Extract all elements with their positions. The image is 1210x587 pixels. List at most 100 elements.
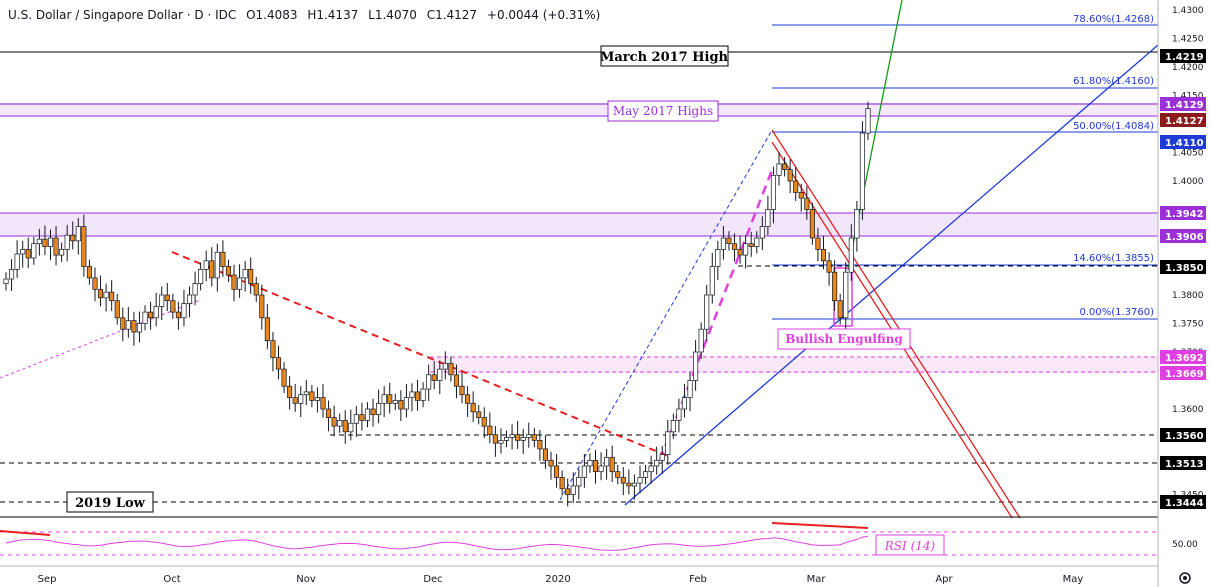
candle [843, 271, 849, 319]
candle [576, 477, 582, 487]
candle [515, 434, 521, 441]
candle [648, 465, 654, 473]
y-tick: 1.4150 [1172, 92, 1204, 102]
zone-1394-1390 [0, 213, 1158, 236]
candle [826, 260, 832, 273]
candle [637, 477, 643, 484]
price-level-tag [1160, 456, 1206, 470]
candle [676, 408, 682, 421]
candle [403, 397, 409, 410]
candle [359, 414, 365, 421]
candle [303, 391, 309, 396]
fib-label-78.6: 78.60%(1.4268) [1073, 14, 1154, 25]
candle [793, 180, 799, 193]
y-tick: 1.4250 [1172, 35, 1204, 45]
candle [665, 431, 671, 455]
candle [36, 238, 42, 245]
price-level-tag [1160, 135, 1206, 149]
price-level-label: 1.4110 [1165, 138, 1204, 149]
rsi-line [5, 535, 869, 551]
candles [3, 101, 871, 507]
candle [414, 391, 421, 401]
candle [181, 303, 187, 319]
candle [787, 169, 793, 182]
candle [225, 266, 232, 276]
candle [487, 425, 493, 436]
candle [426, 374, 432, 390]
rsi-divergence-1 [0, 530, 51, 536]
candle [453, 374, 460, 387]
candle [498, 440, 504, 444]
candle [175, 311, 181, 319]
candle [848, 237, 854, 273]
price-level-tag [1160, 206, 1206, 220]
price-level-label: 1.3669 [1165, 369, 1204, 380]
candle [214, 251, 220, 279]
candle [153, 306, 159, 319]
candle [275, 357, 282, 370]
candle [631, 482, 637, 487]
price-level-tag [1160, 495, 1206, 509]
price-level-label: 1.3906 [1165, 232, 1204, 243]
candle [442, 363, 448, 370]
candle [815, 237, 821, 250]
price-level-tag [1160, 229, 1206, 243]
y-tick: 1.4050 [1172, 149, 1204, 159]
candle [565, 488, 571, 495]
price-level-label: 1.3513 [1165, 459, 1204, 470]
candle [782, 163, 788, 170]
x-axis-ticks: Sep Oct Nov Dec 2020 Feb Mar Apr May [38, 574, 1084, 585]
candle [859, 132, 865, 210]
candle [798, 192, 804, 199]
march-high-label: March 2017 High [600, 50, 729, 65]
ohlc-high: H1.4137 [307, 8, 359, 22]
candle [203, 260, 209, 270]
candle [615, 471, 621, 478]
price-level-tag [1160, 97, 1206, 111]
candle [537, 440, 543, 450]
candle [186, 294, 193, 304]
candle [242, 269, 248, 279]
candle [642, 471, 649, 478]
zone-1369-1366 [430, 357, 1158, 373]
candle [125, 320, 131, 330]
candle [131, 320, 137, 333]
candle [331, 417, 337, 427]
candle [476, 411, 482, 418]
x-tick: May [1063, 574, 1084, 585]
settings-icon[interactable] [1179, 572, 1191, 584]
candle [698, 328, 704, 353]
candle [376, 402, 382, 416]
candle [381, 394, 387, 404]
candle [420, 388, 426, 401]
candle [754, 237, 760, 247]
candle [759, 226, 765, 239]
candle [398, 400, 404, 410]
candle [159, 294, 165, 307]
candle [47, 237, 54, 247]
low-2019-label: 2019 Low [75, 496, 146, 511]
candle [748, 243, 754, 247]
candle [709, 266, 715, 296]
candle [654, 459, 660, 467]
price-level-label: 1.3850 [1165, 263, 1204, 274]
candle [470, 402, 476, 413]
x-tick: Sep [38, 574, 57, 585]
low-2019-box [66, 491, 154, 513]
y-axis-ticks: 1.43001.42501.42001.41501.40501.40001.39… [1172, 6, 1204, 501]
x-tick: Nov [296, 574, 316, 585]
price-level-label: 1.4129 [1165, 100, 1204, 111]
candle [809, 209, 815, 239]
candle [770, 174, 777, 210]
candle [693, 351, 699, 381]
candle [687, 380, 693, 398]
candle [281, 368, 287, 387]
candle [120, 317, 126, 330]
trend-red-dashed [171, 251, 669, 457]
bullish-box [777, 328, 911, 350]
candle [253, 283, 259, 296]
candle [531, 434, 537, 441]
candle [9, 269, 15, 280]
candle [737, 249, 743, 256]
